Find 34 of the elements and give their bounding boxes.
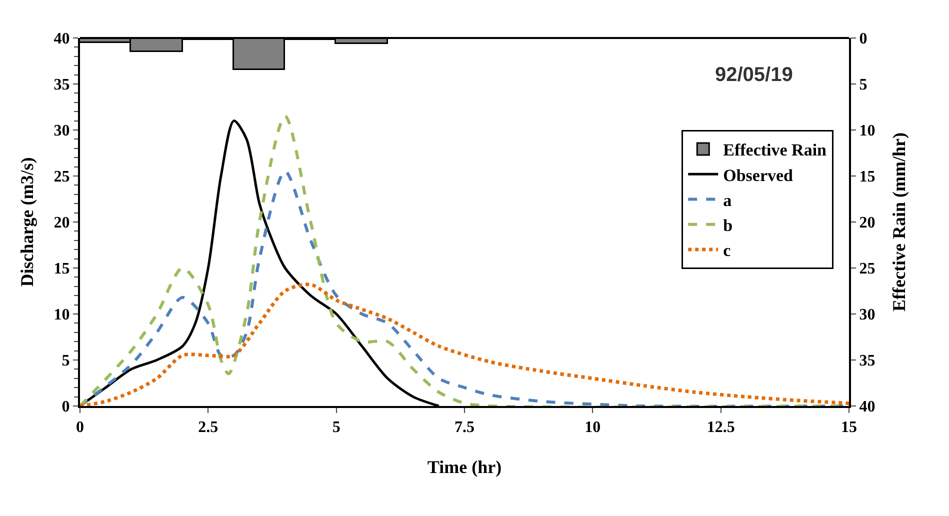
y-tick-label: 0 bbox=[62, 398, 70, 416]
y-tick-label: 5 bbox=[62, 352, 70, 370]
legend-label: a bbox=[723, 190, 732, 210]
y2-tick-label: 15 bbox=[859, 168, 876, 186]
y2-axis-title: Effective Rain (mm/hr) bbox=[889, 132, 909, 312]
legend-label: Observed bbox=[723, 166, 794, 185]
x-tick-label: 10 bbox=[584, 419, 601, 436]
legend-label: c bbox=[723, 241, 732, 260]
y-tick-label: 10 bbox=[54, 306, 70, 324]
x-tick-label: 12.5 bbox=[706, 419, 735, 436]
y-tick-label: 35 bbox=[54, 76, 70, 94]
y-tick-label: 15 bbox=[54, 260, 70, 278]
y-tick-label: 30 bbox=[54, 122, 70, 140]
x-tick-label: 0 bbox=[76, 419, 84, 436]
x-axis-title: Time (hr) bbox=[427, 456, 502, 477]
x-tick-label: 15 bbox=[841, 419, 857, 436]
y2-tick-label: 20 bbox=[859, 214, 876, 232]
y2-tick-label: 30 bbox=[859, 306, 876, 324]
x-tick-label: 5 bbox=[332, 419, 340, 436]
y2-tick-label: 5 bbox=[859, 76, 868, 94]
legend-label: b bbox=[723, 216, 733, 235]
x-tick-label: 2.5 bbox=[198, 419, 218, 436]
y-tick-label: 40 bbox=[54, 30, 70, 48]
y2-tick-label: 25 bbox=[859, 260, 876, 278]
y2-tick-label: 35 bbox=[859, 352, 876, 370]
legend-label: Effective Rain bbox=[723, 140, 828, 160]
y-tick-label: 25 bbox=[54, 168, 70, 186]
x-tick-label: 7.5 bbox=[454, 419, 474, 436]
y2-tick-label: 40 bbox=[859, 398, 876, 416]
y2-tick-label: 10 bbox=[859, 122, 876, 140]
y2-tick-label: 0 bbox=[859, 30, 868, 48]
y-tick-label: 20 bbox=[54, 214, 70, 232]
y-axis-title: Discharge (m3/s) bbox=[17, 157, 37, 287]
annotation: 92/05/19 bbox=[715, 64, 793, 86]
